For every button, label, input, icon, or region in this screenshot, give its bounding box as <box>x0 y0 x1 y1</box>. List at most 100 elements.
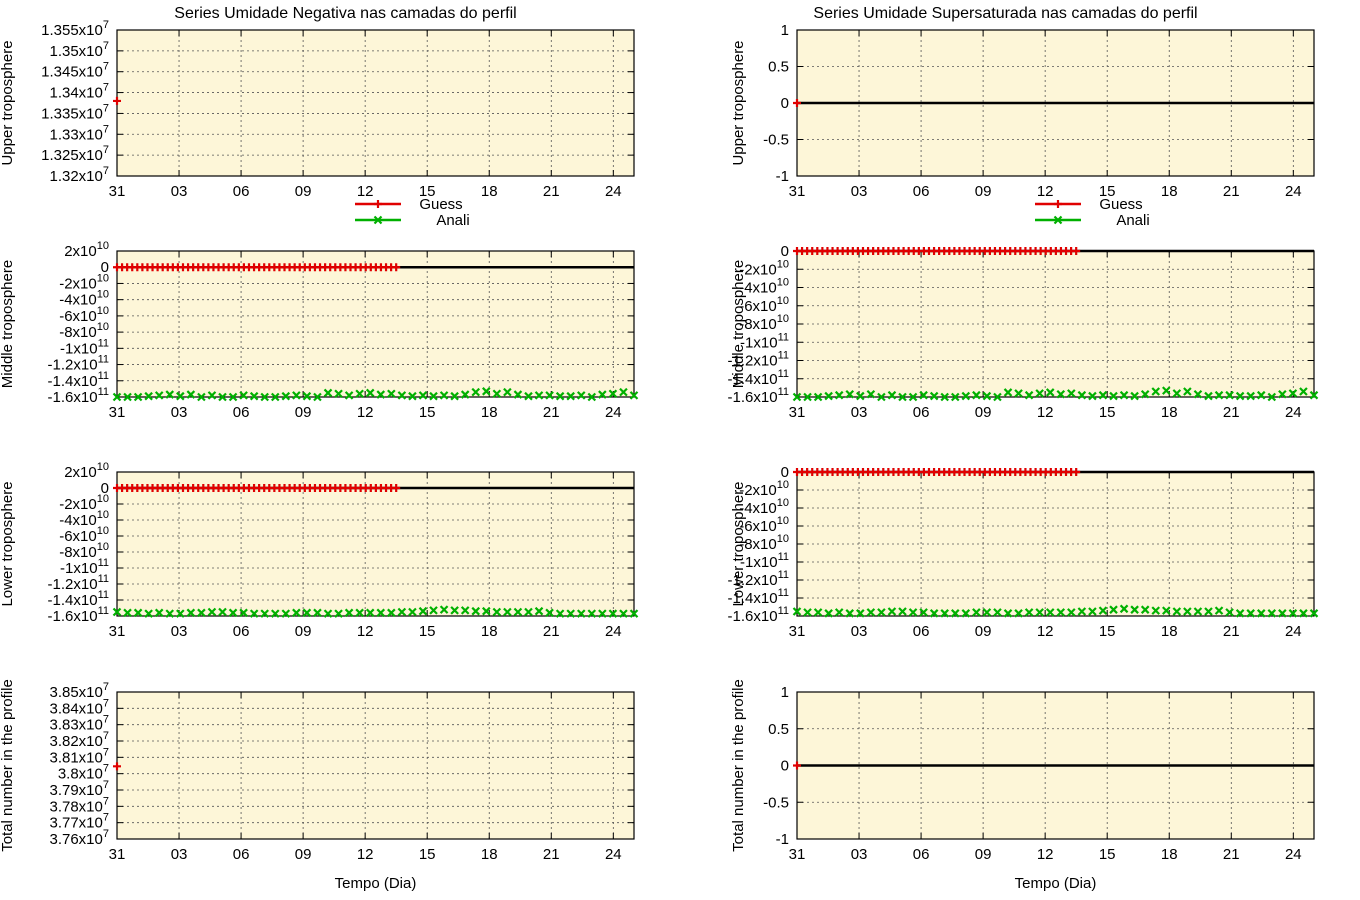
x-tick-label: 18 <box>1161 183 1178 200</box>
y-tick-label: -8x1010 <box>739 313 789 333</box>
x-tick-label: 18 <box>481 846 498 863</box>
anali-point <box>123 392 132 402</box>
x-tick-label: 31 <box>109 404 126 421</box>
y-tick-label: -8x1010 <box>739 533 789 553</box>
anali-point <box>249 391 259 401</box>
anali-point <box>813 392 823 402</box>
y-tick-label: 0 <box>101 259 109 276</box>
anali-point <box>940 392 949 402</box>
y-axis-label: Upper troposphere <box>0 40 16 165</box>
y-axis-label: Middle troposphere <box>0 260 16 388</box>
anali-point <box>1172 389 1182 398</box>
anali-point <box>165 609 175 618</box>
y-axis-label: Upper troposphere <box>730 40 747 165</box>
anali-point <box>1098 606 1108 615</box>
x-tick-label: 09 <box>295 404 312 421</box>
x-tick-label: 06 <box>913 846 930 863</box>
y-tick-label: 1 <box>781 22 789 39</box>
y-tick-label: -6x1010 <box>739 515 789 535</box>
y-tick-label: 3.79x107 <box>49 779 109 799</box>
x-tick-label: 03 <box>171 404 188 421</box>
y-tick-label: 0 <box>781 243 789 260</box>
anali-point <box>1067 389 1076 398</box>
panel-neg-upper: 31 03 06 09 12 15 18 21 24 1.355x1071.35x1071.345… <box>0 5 635 229</box>
anali-point <box>524 391 533 401</box>
y-tick-label: -2x1010 <box>739 258 789 278</box>
anali-point <box>503 387 512 397</box>
y-tick-label: 1.335x107 <box>41 102 109 122</box>
x-tick-label: 15 <box>419 404 436 421</box>
x-tick-label: 24 <box>605 846 622 863</box>
anali-point <box>1246 391 1255 401</box>
y-tick-label: -1.6x1011 <box>728 605 789 625</box>
anali-point <box>792 607 802 616</box>
x-tick-label: 12 <box>1037 846 1054 863</box>
x-tick-label: 06 <box>233 846 250 863</box>
anali-point <box>629 391 639 400</box>
y-tick-label: -1.4x1011 <box>48 589 109 609</box>
y-tick-label: -1.4x1011 <box>728 587 789 607</box>
x-tick-label: 24 <box>1285 846 1302 863</box>
anali-point <box>1246 609 1255 618</box>
anali-point <box>1035 608 1044 617</box>
x-tick-label: 24 <box>605 183 622 200</box>
x-tick-label: 15 <box>419 846 436 863</box>
anali-point <box>439 391 449 400</box>
anali-point <box>803 392 812 402</box>
y-tick-label: 0.5 <box>768 721 789 738</box>
legend-anali-marker <box>1053 215 1063 225</box>
y-axis-label: Total number in the profile <box>730 679 747 852</box>
x-tick-label: 03 <box>171 183 188 200</box>
anali-point <box>492 607 502 617</box>
anali-point <box>207 391 217 400</box>
y-tick-label: 0 <box>101 480 109 497</box>
legend-anali-marker <box>373 215 383 225</box>
anali-point <box>355 608 364 618</box>
anali-point <box>1098 390 1108 400</box>
anali-point <box>813 608 823 617</box>
plot-frame <box>116 471 635 617</box>
anali-point <box>344 608 354 618</box>
x-tick-label: 12 <box>357 183 374 200</box>
y-tick-label: 3.76x107 <box>49 828 109 848</box>
x-tick-label: 12 <box>1037 183 1054 200</box>
x-tick-label: 15 <box>1099 183 1116 200</box>
y-tick-label: -1.4x1011 <box>48 370 109 390</box>
anali-point <box>1183 387 1192 396</box>
anali-point <box>1056 608 1066 617</box>
anali-point <box>1235 391 1245 401</box>
x-tick-label: 24 <box>1285 404 1302 421</box>
anali-point <box>866 608 876 617</box>
anali-point <box>1278 609 1287 618</box>
anali-point <box>355 389 364 399</box>
anali-point <box>1003 609 1013 618</box>
y-tick-label: 3.85x107 <box>49 681 109 701</box>
x-tick-label: 03 <box>851 623 868 640</box>
anali-point <box>471 606 481 616</box>
anali-point <box>792 392 802 402</box>
anali-point <box>1077 607 1087 616</box>
anali-point <box>133 392 143 402</box>
legend-guess-marker <box>1054 200 1062 208</box>
anali-point <box>1003 388 1013 397</box>
x-axis-label: Tempo (Dia) <box>1015 875 1097 892</box>
anali-point <box>281 609 291 618</box>
x-tick-label: 06 <box>233 623 250 640</box>
x-axis-label: Tempo (Dia) <box>335 875 417 892</box>
y-tick-label: 1.345x107 <box>41 61 109 81</box>
y-tick-label: -4x1010 <box>739 277 789 297</box>
x-tick-label: 06 <box>913 623 930 640</box>
panel-sup-lower: 31 03 06 09 12 15 18 21 24 0-2x1010-4x1010-6x1010… <box>728 464 1319 640</box>
y-tick-label: 3.77x107 <box>49 812 109 832</box>
anali-point <box>982 391 992 401</box>
anali-point <box>1035 389 1044 398</box>
anali-point <box>1299 387 1308 396</box>
anali-point <box>1288 609 1298 618</box>
y-tick-label: -1x1011 <box>740 551 789 571</box>
y-tick-label: 3.82x107 <box>49 730 109 750</box>
anali-point <box>482 606 491 616</box>
anali-point <box>834 608 844 617</box>
guess-point <box>392 263 401 272</box>
anali-point <box>144 391 153 401</box>
x-tick-label: 12 <box>357 623 374 640</box>
